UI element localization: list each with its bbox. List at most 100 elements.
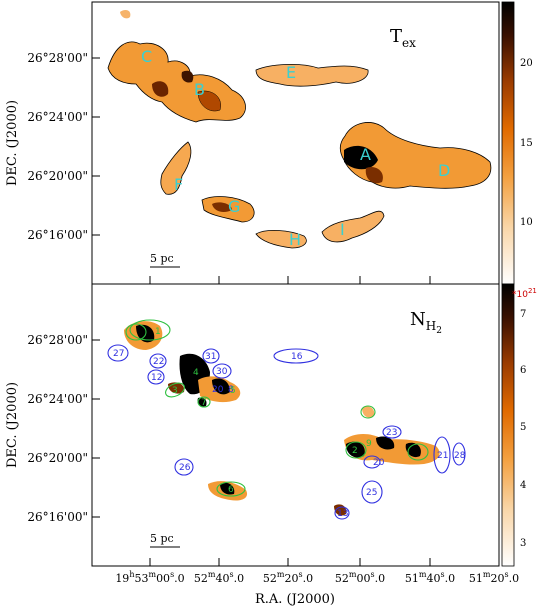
top-ytick-0: 26°28'00" [27, 51, 88, 65]
top-colorbar-ticks: 20 15 10 [520, 58, 533, 228]
bottom-scalebar-label: 5 pc [150, 532, 174, 545]
bottom-cbar-tick-5: 5 [520, 422, 526, 433]
clump-faint-emission [362, 406, 375, 418]
clump-1-core [136, 324, 155, 343]
clump-num-23: 23 [386, 428, 397, 438]
clump-num-5: 5 [230, 386, 236, 396]
clump-num-20-b: 20 [373, 458, 385, 468]
clump-2-core [346, 441, 365, 458]
clump-ellipse-23 [382, 425, 402, 439]
bottom-cbar-tick-7: 7 [520, 309, 526, 320]
clump-ellipse-1 [129, 319, 171, 341]
bottom-axis-ticks [92, 339, 500, 566]
clump-ellipse-7 [197, 396, 211, 408]
bottom-cbar-tick-6: 6 [520, 365, 526, 376]
clump-num-2: 2 [352, 446, 358, 456]
top-colorbar [501, 1, 515, 285]
a-peak [344, 145, 378, 170]
bottom-colorbar [501, 283, 515, 567]
bottom-panel: 27 22 12 31 30 16 26 20 8 23 21 28 20 25… [5, 283, 537, 607]
colorbar-exponent: *1021 [512, 287, 537, 300]
clump-ellipse-27 [107, 344, 129, 362]
bottom-cbar-tick-4: 4 [520, 480, 526, 491]
clump-ellipse-2 [345, 441, 367, 459]
clump-num-6: 6 [228, 485, 234, 495]
clump-ellipse-26 [174, 458, 194, 476]
region-label-a: A [360, 145, 371, 164]
top-ytick-1: 26°24'00" [27, 110, 88, 124]
xtick-5: 51m20s.0 [469, 570, 519, 585]
clump-ellipse-22 [149, 353, 167, 369]
clump-num-1: 1 [155, 327, 161, 337]
bottom-ylabel: DEC. (J2000) [5, 382, 20, 468]
clump-num-13: 13 [337, 509, 348, 519]
clump-num-21: 21 [437, 451, 448, 461]
clump-num-28: 28 [454, 451, 466, 461]
region-label-e: E [286, 63, 296, 82]
top-ylabel: DEC. (J2000) [5, 100, 20, 186]
clump-8-core [405, 442, 421, 458]
region-e-emission [255, 63, 369, 87]
clump-7-core [197, 397, 207, 407]
top-ytick-3: 26°16'00" [27, 228, 88, 242]
clump-6-core [220, 482, 235, 495]
top-panel-title: Tex [390, 26, 416, 50]
xtick-1: 52m40s.0 [194, 570, 244, 585]
region-f-emission [160, 141, 192, 195]
bottom-ytick-3: 26°16'00" [27, 510, 88, 524]
a-secondary [365, 166, 383, 184]
bottom-panel-title: NH2 [410, 309, 442, 336]
clump-ellipse-12 [147, 369, 165, 385]
xtick-3: 52m00s.0 [335, 570, 385, 585]
clump-num-31: 31 [205, 352, 216, 362]
clump-num-8-a: 8 [228, 385, 234, 395]
top-cbar-tick-20: 20 [520, 58, 533, 69]
clump-ellipse-31 [202, 348, 220, 364]
clump-ellipse-21 [433, 436, 451, 474]
clump-num-12: 12 [151, 373, 162, 383]
region-label-d: D [438, 161, 450, 180]
clump-ellipse-30 [212, 363, 232, 379]
clump-num-30: 30 [216, 367, 228, 377]
clump-ellipse-25 [361, 480, 383, 504]
region-h-emission [255, 230, 307, 249]
region-label-f: F [174, 175, 183, 194]
top-scalebar: 5 pc [150, 252, 180, 268]
region-i-emission [321, 210, 385, 243]
clump-ellipses [107, 319, 466, 520]
clump-numbers: 27 22 12 31 30 16 26 20 8 23 21 28 20 25… [113, 327, 466, 519]
top-cbar-tick-10: 10 [520, 217, 533, 228]
top-region-labels: C B E A D F G H I [141, 47, 450, 249]
clump-ellipse-13 [334, 506, 350, 520]
top-emission-map [107, 9, 492, 249]
top-ytick-2: 26°20'00" [27, 169, 88, 183]
bottom-cbar-tick-3: 3 [520, 538, 526, 549]
b-warm-core [197, 90, 221, 112]
clump-num-20-a: 20 [212, 385, 224, 395]
region-label-b: B [194, 80, 205, 99]
clump-ellipse-1b [125, 323, 147, 341]
bottom-y-ticklabels: 26°28'00" 26°24'00" 26°20'00" 26°16'00" [27, 333, 88, 524]
g-core [212, 202, 232, 212]
clump-num-7: 7 [201, 398, 207, 408]
top-panel: Tex C B E A D F G H I 5 pc 26°28'00" 26°… [5, 1, 533, 285]
region-label-h: H [289, 230, 301, 249]
bottom-ytick-0: 26°28'00" [27, 333, 88, 347]
bottom-ytick-2: 26°20'00" [27, 451, 88, 465]
top-scalebar-label: 5 pc [150, 252, 174, 265]
top-cbar-tick-15: 15 [520, 138, 533, 149]
clump-9-core [376, 436, 395, 450]
bottom-ytick-1: 26°24'00" [27, 392, 88, 406]
clump-num-22: 22 [153, 357, 164, 367]
region-label-c: C [141, 47, 152, 66]
clump-ellipse-6 [216, 481, 246, 497]
clump-num-16: 16 [291, 352, 303, 362]
region-label-i: I [340, 220, 345, 239]
clump-ellipse-8 [407, 443, 429, 461]
bottom-colorbar-ticks: 7 6 5 4 3 [520, 309, 526, 549]
clump-ellipse-green-a [360, 405, 376, 419]
bottom-emission-map [124, 321, 440, 516]
emission-knot [120, 9, 131, 19]
bottom-scalebar: 5 pc [150, 532, 180, 548]
clump-num-25: 25 [366, 488, 377, 498]
